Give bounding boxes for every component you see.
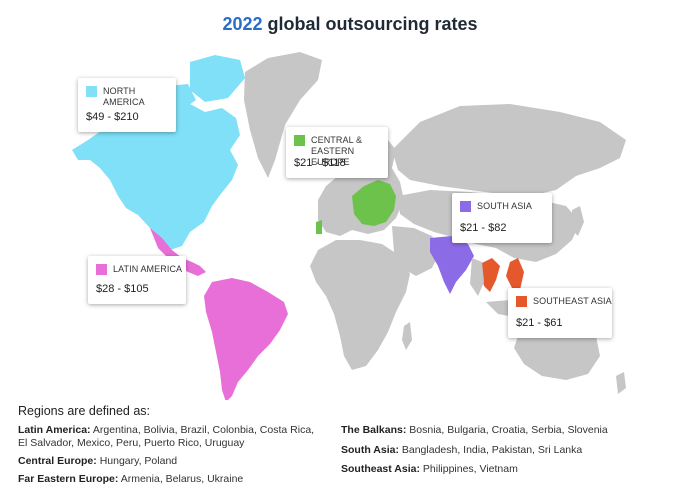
definition-countries: Argentina, Bolivia, Brazil, Colonbia, Co… bbox=[18, 424, 315, 449]
region-range-central-eastern-europe: $21 - $118 bbox=[294, 157, 346, 169]
region-name-south-asia: SOUTH ASIA bbox=[477, 201, 533, 211]
region-name-north-america: NORTH AMERICA bbox=[103, 86, 145, 107]
north-america-shape bbox=[72, 104, 240, 250]
region-range-south-asia: $21 - $82 bbox=[460, 222, 507, 234]
russia-shape bbox=[392, 104, 626, 196]
title-year: 2022 bbox=[222, 14, 263, 34]
callout-central-eastern-europe: CENTRAL & EASTERN EUROPE $21 - $118 bbox=[286, 127, 388, 178]
japan-shape bbox=[572, 206, 584, 236]
region-name-latin-america: LATIN AMERICA bbox=[113, 264, 183, 274]
south-asia-shape bbox=[430, 236, 474, 294]
new-zealand-shape bbox=[616, 372, 626, 394]
definition-countries: Philippines, Vietnam bbox=[422, 463, 518, 475]
greenland-shape bbox=[244, 52, 322, 178]
definition-label: Latin America: bbox=[18, 424, 91, 436]
indochina-shape bbox=[470, 258, 484, 296]
callout-southeast-asia: SOUTHEAST ASIA $21 - $61 bbox=[508, 288, 612, 338]
map-title: 2022 global outsourcing rates bbox=[0, 14, 700, 35]
philippines-shape bbox=[506, 258, 524, 290]
definition-south-asia: South Asia: Bangladesh, India, Pakistan,… bbox=[341, 444, 691, 457]
definition-balkans: The Balkans: Bosnia, Bulgaria, Croatia, … bbox=[341, 424, 691, 437]
africa-shape bbox=[310, 240, 410, 370]
portugal-shape bbox=[316, 220, 322, 234]
definition-label: Central Europe: bbox=[18, 455, 97, 467]
definition-southeast-asia: Southeast Asia: Philippines, Vietnam bbox=[341, 463, 691, 476]
definition-label: South Asia: bbox=[341, 444, 399, 456]
swatch-southeast-asia bbox=[516, 296, 527, 307]
south-america-shape bbox=[204, 278, 288, 400]
callout-latin-america: LATIN AMERICA $28 - $105 bbox=[88, 256, 186, 304]
definition-label: Southeast Asia: bbox=[341, 463, 420, 475]
definition-label: The Balkans: bbox=[341, 424, 407, 436]
swatch-south-asia bbox=[460, 201, 471, 212]
legend-heading: Regions are defined as: bbox=[18, 404, 151, 418]
region-range-north-america: $49 - $210 bbox=[86, 111, 139, 123]
definition-countries: Armenia, Belarus, Ukraine bbox=[120, 473, 244, 485]
swatch-north-america bbox=[86, 86, 97, 97]
region-range-latin-america: $28 - $105 bbox=[96, 283, 149, 295]
definition-countries: Bosnia, Bulgaria, Croatia, Serbia, Slove… bbox=[409, 424, 608, 436]
southeast-asia-shape bbox=[480, 258, 500, 292]
callout-south-asia: SOUTH ASIA $21 - $82 bbox=[452, 193, 552, 243]
swatch-central-eastern-europe bbox=[294, 135, 305, 146]
region-name-southeast-asia: SOUTHEAST ASIA bbox=[533, 296, 612, 306]
definition-latin-america: Latin America: Argentina, Bolivia, Brazi… bbox=[18, 424, 323, 450]
callout-north-america: NORTH AMERICA $49 - $210 bbox=[78, 78, 176, 132]
definition-far-eastern-europe: Far Eastern Europe: Armenia, Belarus, Uk… bbox=[18, 473, 323, 486]
central-america-shape bbox=[150, 228, 206, 276]
definition-central-europe: Central Europe: Hungary, Poland bbox=[18, 455, 323, 468]
region-range-southeast-asia: $21 - $61 bbox=[516, 317, 563, 329]
central-eastern-europe-shape bbox=[352, 180, 396, 226]
title-text: global outsourcing rates bbox=[262, 14, 478, 34]
definition-label: Far Eastern Europe: bbox=[18, 473, 119, 485]
region-name-central-eastern-europe: CENTRAL & EASTERN EUROPE bbox=[311, 135, 363, 167]
arctic-islands-shape bbox=[190, 55, 245, 102]
definition-countries: Hungary, Poland bbox=[99, 455, 178, 467]
madagascar-shape bbox=[402, 322, 412, 350]
definition-countries: Bangladesh, India, Pakistan, Sri Lanka bbox=[401, 444, 583, 456]
swatch-latin-america bbox=[96, 264, 107, 275]
